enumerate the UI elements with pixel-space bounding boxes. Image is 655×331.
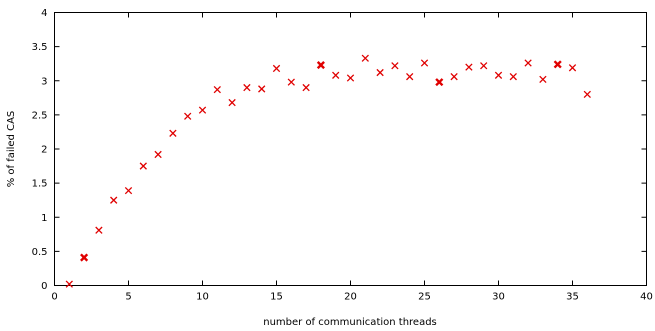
data-point [243,83,251,92]
data-point [316,61,325,70]
data-point [154,150,162,159]
data-point [213,85,221,94]
y-tick-label: 2.5 [32,110,48,121]
x-tick-label: 30 [492,292,505,303]
data-point [420,59,429,67]
data-point [406,72,414,81]
data-point [391,62,399,70]
y-tick-label: 0.5 [32,247,48,258]
data-point [435,78,444,87]
y-tick-label: 2 [41,145,47,156]
data-point [169,129,177,137]
data-point [184,112,192,120]
y-tick-label: 1.5 [32,179,48,190]
data-point [480,62,488,70]
x-tick-label: 5 [125,292,131,303]
data-point [509,72,517,81]
y-axis-ticks: 0 0.5 1 1.5 2 2.5 3 3.5 4 [32,8,647,292]
x-tick-label: 20 [344,292,357,303]
data-points [65,54,591,288]
y-axis-label: % of failed CAS [6,111,17,188]
data-point [287,78,295,86]
data-point [95,226,103,234]
data-point [124,186,133,195]
data-point [553,60,562,69]
y-tick-label: 0 [41,281,47,292]
data-point [110,196,118,204]
x-tick-label: 0 [51,292,57,303]
x-tick-label: 25 [418,292,431,303]
y-tick-label: 1 [41,213,47,224]
y-tick-label: 4 [41,8,47,19]
data-point [198,106,207,114]
data-point [361,54,369,62]
data-point [332,71,340,79]
data-point [539,75,547,84]
data-point [272,64,281,73]
data-point [346,74,355,82]
data-point [524,59,532,67]
data-point [80,253,89,262]
data-point [302,83,310,92]
x-tick-label: 35 [566,292,579,303]
data-point [494,71,503,79]
data-point [376,68,384,77]
data-point [583,90,591,99]
data-point [568,64,577,72]
data-point [258,85,266,93]
data-point [228,98,236,107]
x-tick-label: 10 [196,292,209,303]
x-axis-ticks: 0 5 10 15 20 25 30 35 40 [51,12,653,303]
x-tick-label: 15 [270,292,283,303]
x-tick-label: 40 [640,292,653,303]
y-tick-label: 3 [41,76,47,87]
x-axis-label: number of communication threads [263,317,437,328]
data-point [465,63,473,71]
y-tick-label: 3.5 [32,42,48,53]
plot-frame [54,12,647,286]
data-point [65,280,73,288]
data-point [139,162,147,170]
data-point [450,72,458,81]
